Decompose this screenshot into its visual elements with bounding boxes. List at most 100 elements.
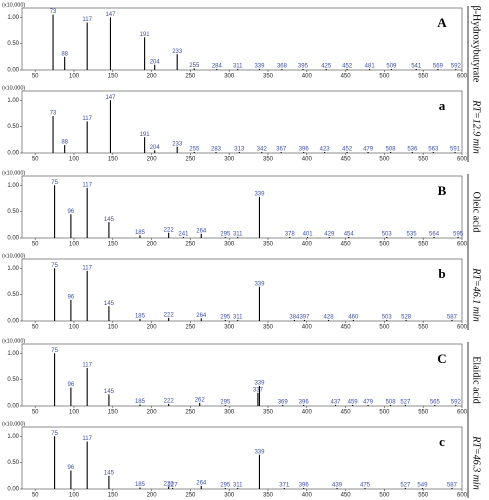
peak-label: 96 [68, 465, 75, 471]
x-tick-label: 500 [379, 325, 390, 331]
peak-label: 185 [135, 230, 146, 236]
peak-label: 587 [447, 315, 458, 321]
peak-label: 75 [51, 180, 58, 186]
x-tick-label: 350 [263, 157, 274, 163]
peak-label: 569 [433, 64, 444, 70]
peak-label: 368 [277, 64, 288, 70]
x-tick-label: 450 [341, 242, 352, 248]
peak-label: 262 [195, 397, 206, 403]
x-tick-label: 100 [69, 74, 80, 80]
peak-label: 191 [140, 132, 151, 138]
peak-label: 147 [105, 12, 116, 18]
peak-label: 508 [386, 400, 397, 406]
peak-label: 204 [150, 145, 161, 151]
x-tick-label: 200 [147, 157, 158, 163]
x-tick-label: 450 [341, 493, 352, 499]
peak-label: 459 [348, 400, 359, 406]
x-tick-label: 100 [69, 410, 80, 416]
peak-label: 339 [254, 64, 265, 70]
panel-label: B [438, 183, 447, 198]
peak-label: 541 [411, 64, 422, 70]
peak-label: 481 [365, 64, 376, 70]
peak-label: 479 [363, 400, 374, 406]
x-tick-label: 500 [379, 157, 390, 163]
x-tick-label: 550 [418, 493, 429, 499]
peak-label: 313 [234, 147, 245, 153]
x-tick-label: 300 [224, 325, 235, 331]
x-tick-label: 350 [263, 493, 274, 499]
peak-label: 96 [68, 382, 75, 388]
peak-label: 452 [342, 147, 353, 153]
panel-label: b [438, 266, 445, 281]
x-tick-label: 450 [341, 157, 352, 163]
peak-label: 311 [233, 315, 243, 321]
peak-label: 384 [289, 315, 300, 321]
x-tick-label: 100 [69, 157, 80, 163]
x-tick-label: 50 [32, 493, 39, 499]
x-tick-label: 250 [185, 493, 196, 499]
x-tick-label: 250 [185, 325, 196, 331]
y-unit: (x10,000) [2, 2, 25, 8]
peak-label: 284 [212, 64, 223, 70]
x-tick-label: 300 [224, 157, 235, 163]
y-unit: (x10,000) [2, 85, 25, 91]
x-tick-label: 250 [185, 410, 196, 416]
x-tick-label: 400 [302, 157, 313, 163]
plot-frame [21, 175, 463, 239]
x-tick-label: 200 [147, 325, 158, 331]
peak-label: 145 [104, 389, 115, 395]
y-unit: (x10,000) [2, 421, 25, 427]
x-tick-label: 600 [457, 242, 468, 248]
peak-label: 535 [407, 232, 418, 238]
x-tick-label: 150 [108, 493, 119, 499]
retention-time: RT=46.1 min [471, 267, 482, 321]
x-tick-label: 300 [224, 74, 235, 80]
peak-label: 342 [257, 147, 268, 153]
x-tick-label: 200 [147, 493, 158, 499]
x-tick-label: 250 [185, 157, 196, 163]
y-tick-label: 1.00 [7, 434, 19, 440]
peak-label: 452 [342, 64, 353, 70]
peak-label: 439 [332, 483, 343, 489]
retention-time: RT=46.3 min [471, 435, 482, 489]
peak-label: 367 [276, 147, 287, 153]
peak-label: 145 [104, 470, 115, 476]
y-tick-label: 0.00 [7, 487, 19, 493]
peak-label: 528 [401, 315, 412, 321]
x-tick-label: 300 [224, 493, 235, 499]
peak-label: 73 [50, 111, 57, 117]
peak-label: 117 [82, 436, 92, 442]
peak-label: 295 [220, 483, 231, 489]
peak-label: 222 [164, 227, 175, 233]
peak-label: 204 [150, 59, 161, 65]
x-tick-label: 100 [69, 325, 80, 331]
peak-label: 145 [104, 301, 115, 307]
peak-label: 508 [386, 147, 397, 153]
peak-label: 185 [135, 313, 146, 319]
peak-label: 264 [196, 313, 207, 319]
x-tick-label: 150 [108, 242, 119, 248]
x-tick-label: 500 [379, 410, 390, 416]
x-tick-label: 350 [263, 325, 274, 331]
x-tick-label: 400 [302, 410, 313, 416]
x-tick-label: 500 [379, 242, 390, 248]
peak-label: 397 [299, 315, 310, 321]
peak-label: 527 [400, 483, 411, 489]
peak-label: 595 [453, 232, 464, 238]
peak-label: 592 [451, 400, 462, 406]
peak-label: 536 [407, 147, 418, 153]
peak-label: 264 [196, 228, 207, 234]
peak-label: 475 [360, 483, 371, 489]
peak-label: 295 [220, 232, 231, 238]
peak-label: 396 [299, 400, 310, 406]
peak-label: 311 [233, 232, 243, 238]
peak-label: 460 [348, 315, 359, 321]
peak-label: 549 [417, 483, 428, 489]
x-tick-label: 50 [32, 242, 39, 248]
peak-label: 185 [135, 482, 146, 488]
x-tick-label: 350 [263, 242, 274, 248]
peak-label: 222 [164, 312, 175, 318]
y-tick-label: 0.00 [7, 236, 19, 242]
x-tick-label: 550 [418, 325, 429, 331]
y-tick-label: 1.00 [7, 98, 19, 104]
